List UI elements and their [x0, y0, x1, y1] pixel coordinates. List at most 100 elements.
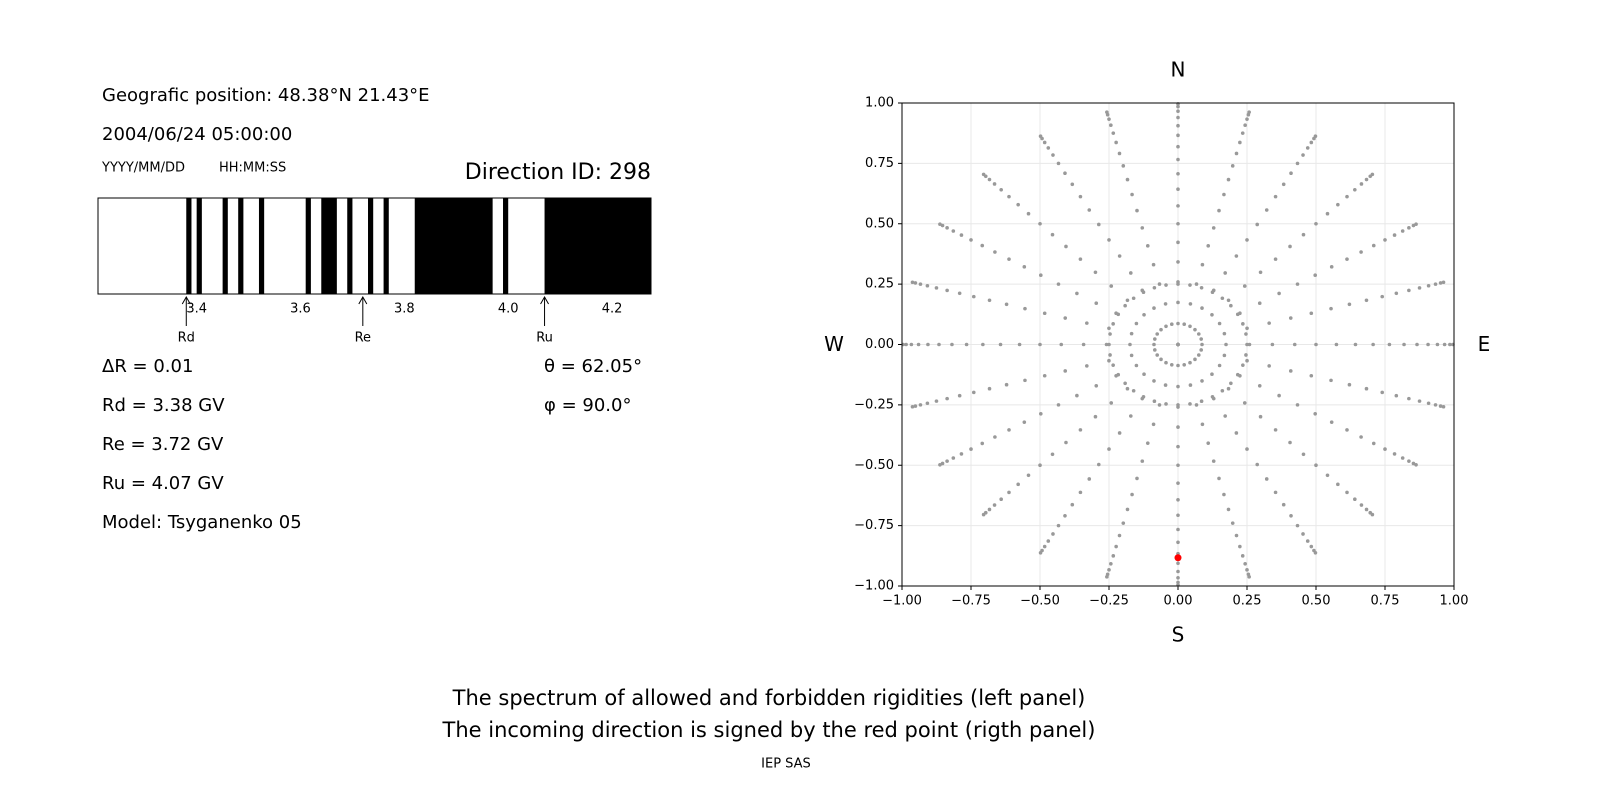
x-tick-label: 0.25 — [1233, 594, 1262, 609]
direction-point — [1064, 440, 1068, 445]
direction-point — [1309, 544, 1314, 549]
forbidden-band — [383, 198, 389, 294]
direction-point — [1152, 306, 1156, 310]
direction-point — [1114, 544, 1118, 549]
direction-point — [1130, 192, 1134, 197]
ring-point — [1210, 394, 1215, 399]
forbidden-band — [347, 198, 353, 294]
direction-point — [1004, 302, 1009, 307]
direction-point — [1426, 283, 1431, 288]
ring-point — [1164, 402, 1168, 406]
direction-point — [1017, 342, 1022, 347]
ring-point — [1241, 363, 1245, 367]
direction-point — [1370, 172, 1375, 177]
x-tick-label: 0.75 — [1371, 594, 1400, 609]
direction-point — [1267, 364, 1271, 368]
direction-point — [1196, 332, 1201, 336]
direction-point — [1217, 363, 1222, 368]
direction-point — [1016, 482, 1020, 487]
direction-point — [1314, 463, 1318, 468]
x-tick-label: 4.0 — [498, 302, 519, 317]
direction-point — [1042, 311, 1047, 316]
credit: IEP SAS — [761, 757, 811, 772]
direction-point — [1117, 151, 1122, 156]
direction-point — [1433, 403, 1438, 407]
direction-point — [1176, 300, 1180, 305]
x-tick-label: 0.00 — [1164, 594, 1193, 609]
direction-point — [1176, 123, 1180, 128]
direction-point — [1046, 146, 1051, 150]
direction-point — [1414, 222, 1418, 227]
direction-point — [1064, 244, 1068, 249]
direction-point — [1240, 131, 1245, 135]
direction-point — [1301, 452, 1306, 457]
direction-point — [1359, 503, 1364, 507]
direction-point — [1153, 348, 1157, 352]
direction-point — [1056, 282, 1061, 286]
direction-point — [1125, 298, 1130, 303]
direction-point — [1130, 492, 1134, 497]
direction-point — [1415, 342, 1419, 347]
date-format: YYYY/MM/DD — [101, 161, 185, 176]
direction-point — [1222, 492, 1226, 497]
direction-point — [1438, 281, 1443, 285]
direction-point — [1023, 378, 1027, 383]
direction-point — [1026, 473, 1031, 478]
direction-point — [987, 507, 992, 512]
direction-point — [1438, 404, 1443, 408]
ring-point — [1152, 285, 1157, 290]
direction-point — [1039, 412, 1043, 416]
direction-point — [1217, 476, 1221, 481]
direction-point — [1038, 551, 1043, 555]
ring-point — [1111, 322, 1115, 326]
direction-point — [1364, 177, 1369, 182]
direction-point — [1140, 459, 1145, 463]
direction-point — [1125, 386, 1130, 391]
compass-label: N — [1171, 58, 1186, 82]
direction-point — [1226, 298, 1231, 303]
direction-point — [1176, 260, 1180, 264]
direction-point — [1289, 171, 1293, 176]
direction-point — [1230, 164, 1235, 168]
direction-point — [925, 401, 930, 406]
direction-point — [1022, 265, 1027, 269]
direction-point — [904, 342, 908, 347]
direction-point — [1264, 477, 1269, 481]
direction-point — [1247, 110, 1251, 114]
ring-point — [1199, 285, 1204, 290]
direction-point — [1176, 115, 1180, 120]
re: Re = 3.72 GV — [102, 434, 224, 455]
x-tick-label: −0.25 — [1089, 594, 1129, 609]
ring-point — [1210, 290, 1215, 295]
direction-point — [992, 182, 997, 186]
direction-point — [1134, 321, 1139, 326]
ring-point — [1108, 353, 1112, 357]
direction-point — [1176, 527, 1180, 532]
direction-point — [1063, 171, 1067, 176]
direction-point — [945, 288, 949, 293]
direction-point — [1159, 357, 1163, 362]
ring-point — [1188, 402, 1192, 406]
direction-point — [1182, 322, 1187, 327]
direction-point — [918, 282, 923, 286]
direction-point — [1063, 369, 1068, 373]
direction-point — [910, 280, 915, 285]
direction-point — [1288, 440, 1292, 445]
direction-point — [1063, 513, 1067, 518]
direction-point — [1193, 357, 1197, 362]
direction-point — [1163, 383, 1168, 387]
direction-point — [1188, 383, 1193, 387]
direction-point — [1210, 312, 1214, 317]
direction-point — [1188, 360, 1192, 365]
direction-point — [1325, 211, 1330, 216]
datetime: 2004/06/24 05:00:00 — [102, 124, 292, 145]
direction-point — [1407, 288, 1411, 293]
direction-point — [964, 342, 969, 347]
direction-point — [1051, 153, 1055, 157]
direction-point — [1417, 286, 1422, 290]
direction-point — [1145, 441, 1150, 445]
forbidden-band — [222, 198, 228, 294]
direction-point — [1364, 507, 1369, 512]
direction-point — [1217, 208, 1221, 213]
direction-point — [1169, 362, 1174, 367]
